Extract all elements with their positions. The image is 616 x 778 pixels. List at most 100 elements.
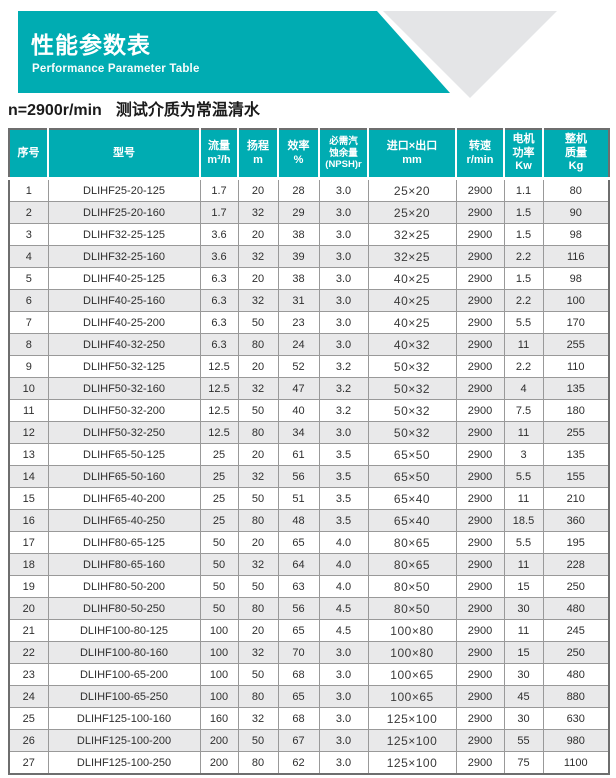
cell-no: 13 xyxy=(8,443,49,466)
col-header-inlet-outlet: 进口×出口 mm xyxy=(367,129,456,180)
table-row: 3 DLIHF32-25-125 3.6 20 38 3.0 32×25 2900 1.5 98 xyxy=(8,223,610,246)
cell-model: DLIHF50-32-125 xyxy=(47,355,201,378)
cell-power: 2.2 xyxy=(503,355,544,378)
cell-npsh: 3.0 xyxy=(318,751,369,775)
table-row: 1 DLIHF25-20-125 1.7 20 28 3.0 25×20 2900 1.1 80 xyxy=(8,178,610,202)
page-subtitle: Performance Parameter Table xyxy=(32,63,200,75)
col-header-speed: 转速 r/min xyxy=(455,129,504,180)
col-header-flow: 流量 m³/h xyxy=(199,129,238,180)
cell-power: 75 xyxy=(503,751,544,775)
cell-head: 80 xyxy=(237,333,279,356)
cell-no: 18 xyxy=(8,553,49,576)
cell-power: 15 xyxy=(503,575,544,598)
cell-weight: 980 xyxy=(542,729,610,752)
cell-weight: 480 xyxy=(542,597,610,620)
cell-flow: 25 xyxy=(199,487,239,510)
col-header-no: 序号 xyxy=(8,129,48,180)
cell-speed: 2900 xyxy=(455,619,505,642)
cell-flow: 12.5 xyxy=(199,355,239,378)
cell-no: 20 xyxy=(8,597,49,620)
cell-efficiency: 47 xyxy=(277,377,320,400)
cell-head: 50 xyxy=(237,663,279,686)
cell-inlet_outlet: 125×100 xyxy=(367,707,457,730)
cell-weight: 135 xyxy=(542,377,610,400)
cell-npsh: 3.5 xyxy=(318,465,369,488)
cell-no: 4 xyxy=(8,245,49,268)
cell-power: 30 xyxy=(503,597,544,620)
cell-efficiency: 68 xyxy=(277,663,320,686)
cell-power: 45 xyxy=(503,685,544,708)
cell-power: 5.5 xyxy=(503,311,544,334)
cell-model: DLIHF50-32-160 xyxy=(47,377,201,400)
cell-weight: 880 xyxy=(542,685,610,708)
table-row: 15 DLIHF65-40-200 25 50 51 3.5 65×40 2900 11 210 xyxy=(8,487,610,510)
cell-inlet_outlet: 65×40 xyxy=(367,487,457,510)
cell-no: 9 xyxy=(8,355,49,378)
cell-weight: 155 xyxy=(542,465,610,488)
cell-efficiency: 61 xyxy=(277,443,320,466)
cell-head: 32 xyxy=(237,245,279,268)
cell-npsh: 4.5 xyxy=(318,619,369,642)
cell-weight: 135 xyxy=(542,443,610,466)
table-row: 18 DLIHF80-65-160 50 32 64 4.0 80×65 2900 11 228 xyxy=(8,553,610,576)
cell-speed: 2900 xyxy=(455,421,505,444)
header-row: 序号 型号 流量 m³/h 扬程 m 效率 % 必需汽 蚀余 xyxy=(8,129,609,180)
cell-inlet_outlet: 50×32 xyxy=(367,377,457,400)
cell-model: DLIHF65-40-250 xyxy=(47,509,201,532)
table-row: 27 DLIHF125-100-250 200 80 62 3.0 125×100 2900 7… xyxy=(8,751,610,775)
cell-efficiency: 51 xyxy=(277,487,320,510)
cell-speed: 2900 xyxy=(455,663,505,686)
cell-power: 1.5 xyxy=(503,201,544,224)
cell-model: DLIHF80-50-250 xyxy=(47,597,201,620)
cell-no: 23 xyxy=(8,663,49,686)
cell-weight: 110 xyxy=(542,355,610,378)
cell-head: 20 xyxy=(237,267,279,290)
col-label: 整机 质量 xyxy=(565,132,587,159)
cell-flow: 12.5 xyxy=(199,421,239,444)
cell-weight: 245 xyxy=(542,619,610,642)
table-body: 1 DLIHF25-20-125 1.7 20 28 3.0 25×20 2900 1.1 80 2… xyxy=(8,178,610,775)
cell-flow: 1.7 xyxy=(199,178,239,202)
cell-efficiency: 24 xyxy=(277,333,320,356)
table-row: 4 DLIHF32-25-160 3.6 32 39 3.0 32×25 2900 2.2 116 xyxy=(8,245,610,268)
cell-power: 1.5 xyxy=(503,267,544,290)
cell-flow: 50 xyxy=(199,553,239,576)
cell-efficiency: 56 xyxy=(277,465,320,488)
cell-power: 5.5 xyxy=(503,531,544,554)
cell-npsh: 3.5 xyxy=(318,509,369,532)
cell-flow: 160 xyxy=(199,707,239,730)
cell-flow: 50 xyxy=(199,597,239,620)
cell-flow: 100 xyxy=(199,641,239,664)
cell-model: DLIHF32-25-125 xyxy=(47,223,201,246)
cell-weight: 360 xyxy=(542,509,610,532)
cell-inlet_outlet: 65×50 xyxy=(367,465,457,488)
cell-no: 21 xyxy=(8,619,49,642)
cell-npsh: 3.0 xyxy=(318,685,369,708)
cell-weight: 90 xyxy=(542,201,610,224)
cell-flow: 50 xyxy=(199,575,239,598)
cell-model: DLIHF80-65-125 xyxy=(47,531,201,554)
table-row: 17 DLIHF80-65-125 50 20 65 4.0 80×65 2900 5.5 195 xyxy=(8,531,610,554)
col-unit: Kw xyxy=(515,160,532,173)
cell-weight: 170 xyxy=(542,311,610,334)
cell-speed: 2900 xyxy=(455,289,505,312)
cell-speed: 2900 xyxy=(455,597,505,620)
cell-no: 15 xyxy=(8,487,49,510)
cell-no: 17 xyxy=(8,531,49,554)
cell-power: 30 xyxy=(503,663,544,686)
cell-speed: 2900 xyxy=(455,399,505,422)
cell-power: 7.5 xyxy=(503,399,544,422)
cell-head: 20 xyxy=(237,223,279,246)
cell-speed: 2900 xyxy=(455,223,505,246)
cell-inlet_outlet: 100×65 xyxy=(367,663,457,686)
cell-head: 80 xyxy=(237,421,279,444)
cell-efficiency: 63 xyxy=(277,575,320,598)
cell-head: 20 xyxy=(237,531,279,554)
cell-inlet_outlet: 25×20 xyxy=(367,201,457,224)
cell-head: 50 xyxy=(237,311,279,334)
cell-flow: 1.7 xyxy=(199,201,239,224)
cell-efficiency: 56 xyxy=(277,597,320,620)
cell-power: 3 xyxy=(503,443,544,466)
col-header-npsh: 必需汽 蚀余量 (NPSH)r xyxy=(318,129,368,180)
cell-model: DLIHF125-100-200 xyxy=(47,729,201,752)
